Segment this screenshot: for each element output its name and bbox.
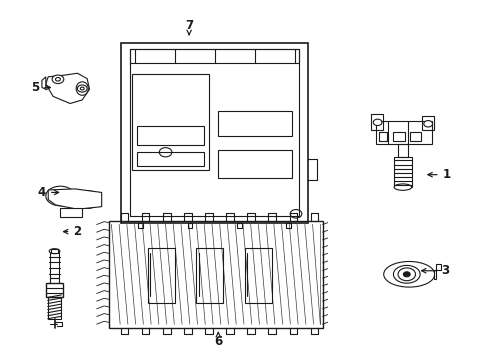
Bar [219, 150, 292, 178]
Bar [109, 221, 323, 328]
Polygon shape [60, 208, 82, 217]
Bar [196, 248, 223, 303]
Circle shape [398, 268, 416, 281]
Text: 7: 7 [185, 19, 193, 35]
Bar [130, 49, 299, 216]
Polygon shape [46, 73, 90, 103]
Bar [422, 116, 435, 130]
Ellipse shape [46, 186, 75, 206]
Bar [245, 248, 272, 303]
Bar [148, 248, 174, 303]
Bar [51, 249, 58, 253]
Circle shape [373, 119, 382, 126]
Text: 4: 4 [38, 186, 59, 199]
Circle shape [53, 191, 68, 201]
Bar [394, 157, 412, 187]
Text: 1: 1 [428, 168, 451, 181]
Bar [132, 73, 209, 170]
Bar [137, 126, 204, 145]
Bar [410, 132, 421, 141]
Bar [376, 121, 432, 144]
Ellipse shape [76, 82, 88, 95]
Circle shape [80, 195, 94, 204]
Polygon shape [48, 189, 102, 209]
Text: 6: 6 [214, 332, 222, 348]
Text: 5: 5 [31, 81, 50, 94]
Circle shape [77, 85, 87, 92]
Bar [121, 43, 308, 223]
Circle shape [403, 272, 410, 277]
Text: 3: 3 [421, 264, 449, 277]
Ellipse shape [74, 191, 100, 208]
Bar [48, 297, 61, 319]
Polygon shape [434, 264, 441, 279]
Bar [219, 111, 292, 136]
Bar [398, 144, 408, 157]
Ellipse shape [384, 261, 435, 287]
Polygon shape [42, 77, 46, 89]
Ellipse shape [394, 184, 412, 190]
Ellipse shape [49, 249, 60, 254]
Circle shape [424, 121, 433, 127]
Bar [379, 132, 388, 141]
Text: 2: 2 [64, 225, 81, 238]
Bar [50, 251, 59, 278]
Bar [393, 132, 405, 141]
Bar [46, 283, 63, 297]
Ellipse shape [393, 265, 420, 283]
Bar [130, 49, 299, 63]
Bar [137, 152, 204, 166]
Circle shape [52, 75, 64, 84]
Bar [371, 114, 384, 130]
